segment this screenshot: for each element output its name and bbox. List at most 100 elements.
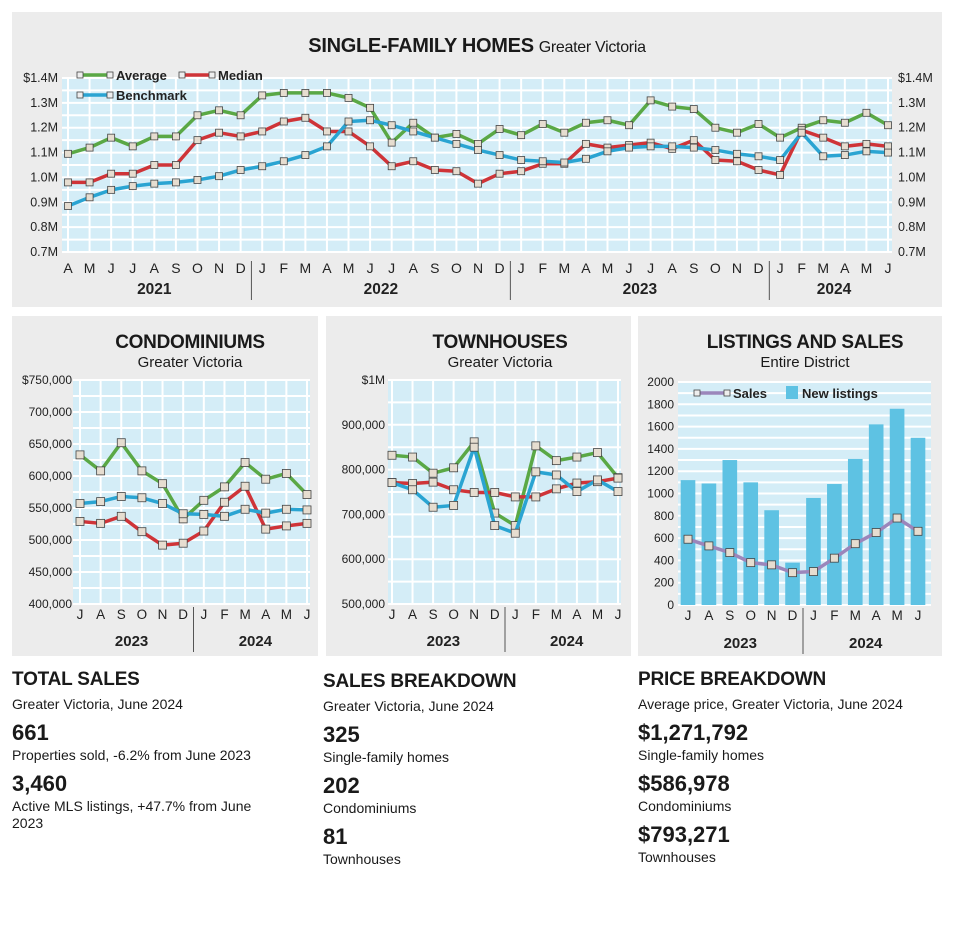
- condo-price-label: Condominiums: [638, 797, 732, 814]
- town-median-point: [490, 488, 500, 497]
- townhouse-subtitle: Greater Victoria: [447, 354, 553, 371]
- sfh-average-point: [366, 103, 375, 112]
- condo-benchmark-point: [137, 493, 147, 503]
- sfh-benchmark-point: [560, 158, 569, 167]
- condo-benchmark-point: [240, 504, 250, 514]
- list-ytick-label: 0: [667, 598, 674, 612]
- sfh-benchmark-point: [344, 117, 353, 126]
- condo-average-point: [240, 458, 250, 467]
- list-bar-new-listings: [889, 408, 905, 605]
- town-benchmark-point: [428, 502, 438, 512]
- condo-average-point: [96, 466, 106, 476]
- condo-average-point: [302, 490, 312, 499]
- list-month-label: M: [850, 608, 861, 623]
- sfh-month-label: A: [150, 260, 160, 276]
- town-ytick-label: 700,000: [342, 507, 386, 521]
- price-breakdown-sub: Average price, Greater Victoria, June 20…: [638, 695, 903, 712]
- sfh-legend-label: Average: [116, 68, 167, 83]
- sfh-legend-marker: [106, 71, 114, 79]
- sfh-benchmark-point: [387, 121, 396, 130]
- town-median-point: [469, 488, 479, 497]
- condo-month-label: O: [137, 607, 148, 622]
- sfh-median-point: [430, 166, 439, 174]
- list-legend-label: New listings: [802, 386, 878, 401]
- sfh-median-point: [711, 156, 720, 164]
- sfh-average-point: [603, 116, 612, 125]
- sfh-average-point: [819, 116, 828, 125]
- condo-benchmark-point: [199, 509, 209, 519]
- sfh-month-label: O: [192, 260, 203, 276]
- condo-month-label: J: [304, 607, 311, 622]
- sfh-average-point: [107, 133, 116, 142]
- condo-ytick-label: 400,000: [29, 597, 73, 611]
- town-ytick-label: 600,000: [342, 552, 386, 566]
- sfh-average-point: [538, 120, 547, 128]
- sfh-month-label: J: [367, 260, 374, 276]
- sfh-median-point: [819, 133, 828, 142]
- condo-median-point: [240, 481, 250, 491]
- sfh-average-point: [193, 111, 202, 120]
- sfh-year-label: 2023: [623, 281, 658, 298]
- sfh-benchmark-point: [538, 157, 547, 166]
- town-benchmark-point: [387, 478, 397, 487]
- sfh-benchmark-point: [452, 139, 461, 148]
- sfh-average-point: [279, 89, 288, 97]
- sfh-average-point: [689, 105, 698, 113]
- sfh-average-point: [344, 93, 353, 102]
- town-benchmark-point: [469, 442, 479, 452]
- sfh-median-point: [366, 142, 375, 151]
- list-month-label: J: [915, 608, 922, 623]
- town-year-label: 2024: [550, 633, 584, 650]
- sfh-ytick-label-right: 1.0M: [898, 170, 926, 184]
- condo-month-label: S: [117, 607, 126, 622]
- sfh-month-label: A: [409, 260, 419, 276]
- condo-average-point: [281, 469, 291, 478]
- sfh-ytick-label: 1.1M: [30, 146, 58, 160]
- sfh-benchmark-point: [236, 166, 245, 174]
- condo-month-label: A: [96, 607, 105, 622]
- sfh-average-point: [625, 121, 633, 130]
- town-ytick-label: 800,000: [342, 463, 386, 477]
- sfh-month-label: M: [602, 260, 614, 276]
- sfh-legend-label: Benchmark: [116, 88, 188, 103]
- total-sales-value: 661: [12, 720, 49, 746]
- condo-ytick-label: 450,000: [29, 565, 73, 579]
- list-ytick-label: 400: [654, 553, 674, 567]
- condo-price-value: $586,978: [638, 771, 730, 797]
- sfh-average-point: [171, 132, 180, 141]
- sfh-month-label: J: [259, 260, 266, 276]
- sfh-median-point: [258, 127, 267, 136]
- listings-subtitle: Entire District: [760, 354, 850, 371]
- sfh-benchmark-point: [107, 185, 116, 194]
- sfh-average-point: [776, 133, 785, 142]
- sfh-median-point: [215, 128, 223, 137]
- town-benchmark-point: [449, 501, 459, 510]
- list-bar-new-listings: [910, 437, 926, 605]
- sfh-legend-marker: [178, 71, 186, 79]
- sfh-median-point: [107, 169, 116, 178]
- sfh-average-point: [754, 120, 763, 128]
- sfh-month-label: J: [885, 260, 892, 276]
- town-month-label: O: [448, 607, 459, 622]
- condo-median-point: [220, 497, 229, 507]
- sfh-month-label: J: [518, 260, 525, 276]
- sfh-median-point: [452, 167, 461, 176]
- sfh-title: SINGLE-FAMILY HOMES Greater Victoria: [308, 35, 646, 57]
- list-bar-new-listings: [827, 484, 842, 605]
- sfh-average-point: [884, 121, 892, 130]
- sfh-benchmark-point: [301, 151, 310, 159]
- sfh-average-point: [301, 89, 310, 97]
- list-sales-point: [892, 513, 902, 523]
- town-month-label: F: [532, 607, 540, 622]
- sales-breakdown-block: SALES BREAKDOWN Greater Victoria, June 2…: [323, 670, 623, 868]
- sfh-month-label: M: [343, 260, 355, 276]
- condo-median-point: [116, 511, 126, 521]
- sfh-benchmark-point: [646, 142, 655, 151]
- sfh-benchmark-point: [430, 133, 439, 142]
- sfh-ytick-label-right: 1.1M: [898, 146, 926, 160]
- sfh-benchmark-point: [776, 156, 785, 164]
- list-bar-new-listings: [806, 497, 821, 605]
- sfh-benchmark-point: [474, 146, 482, 154]
- listings-title: LISTINGS AND SALES: [706, 332, 904, 353]
- sfh-benchmark-point: [625, 143, 633, 152]
